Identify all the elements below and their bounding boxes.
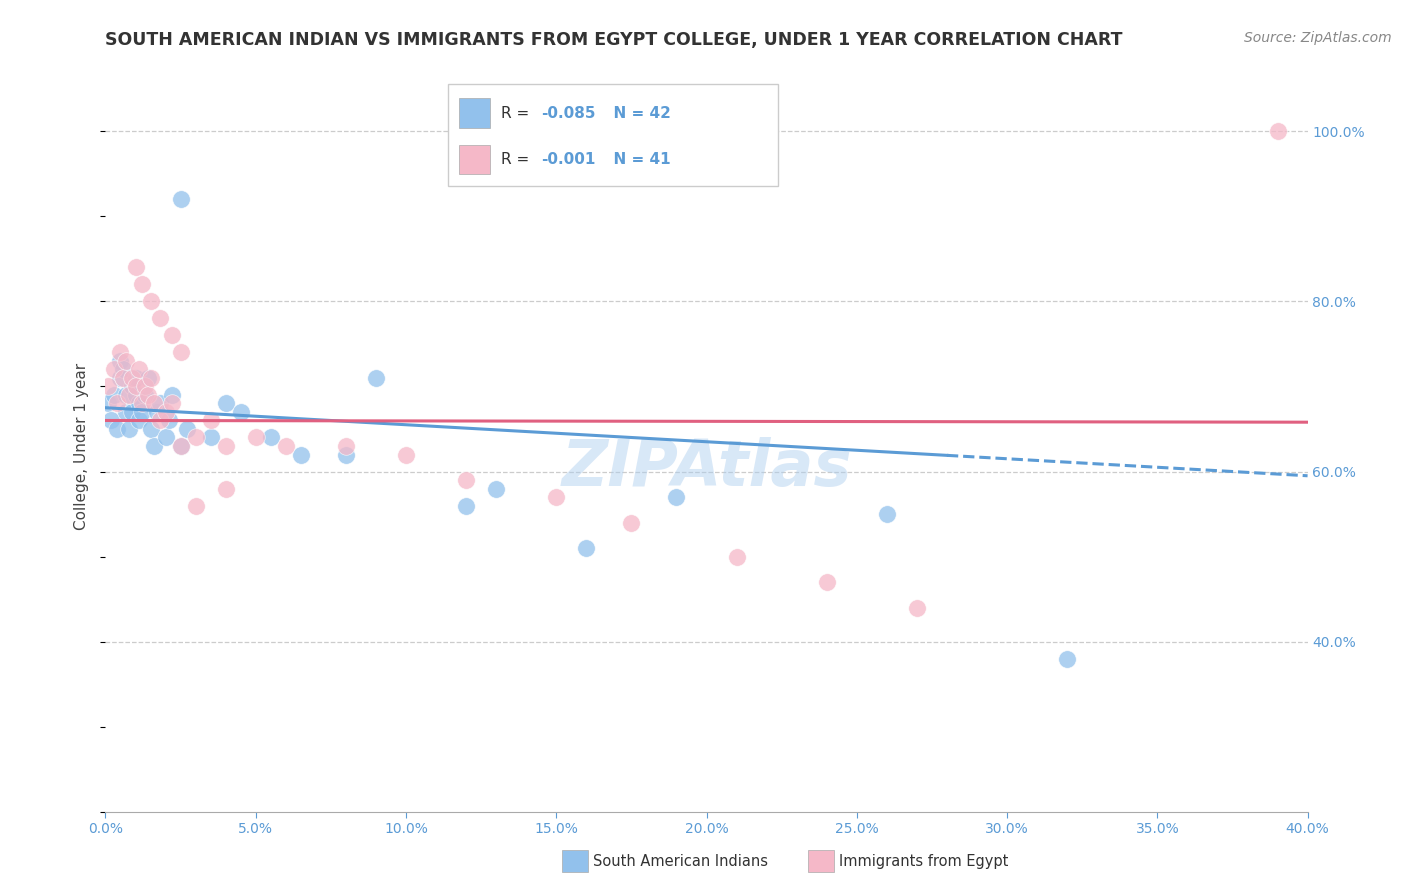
Point [200,430,222,444]
Point [157,413,180,427]
Point [815,575,838,590]
Point [546,490,568,504]
Point [136,388,159,402]
Point [665,490,688,504]
Point [335,448,357,462]
Point [118,422,141,436]
Point [145,405,167,419]
Point [97,379,120,393]
Point [131,277,153,292]
Point [115,354,138,368]
Point [214,439,236,453]
Text: Immigrants from Egypt: Immigrants from Egypt [839,854,1008,869]
Text: R =: R = [502,152,534,167]
Point [148,413,170,427]
Point [112,362,135,376]
Point [139,294,162,309]
Point [260,430,283,444]
Point [121,405,143,419]
Point [169,439,191,453]
Point [160,396,183,410]
Point [128,362,150,376]
Point [121,371,143,385]
Point [142,396,165,410]
Text: ZIPAtlas: ZIPAtlas [561,437,852,499]
Point [335,439,357,453]
Point [575,541,598,555]
Point [118,388,141,402]
Point [169,345,191,359]
Text: N = 42: N = 42 [603,105,671,120]
Point [160,328,183,343]
Text: -0.085: -0.085 [541,105,595,120]
Point [112,371,135,385]
Point [128,396,150,410]
Text: Source: ZipAtlas.com: Source: ZipAtlas.com [1244,31,1392,45]
Point [229,405,252,419]
Point [184,499,207,513]
Point [290,448,312,462]
Point [136,371,159,385]
Point [155,405,177,419]
Point [121,379,143,393]
Point [134,388,156,402]
Point [148,311,170,326]
Point [184,430,207,444]
Point [142,439,165,453]
Point [103,388,125,402]
Point [214,396,236,410]
Point [200,413,222,427]
Point [124,388,146,402]
Point [107,396,129,410]
Point [128,413,150,427]
Point [131,396,153,410]
Point [274,439,297,453]
Text: South American Indians: South American Indians [593,854,768,869]
Point [214,482,236,496]
Point [115,405,138,419]
Point [1056,651,1078,665]
Point [364,371,387,385]
Point [115,388,138,402]
Point [725,549,748,564]
Point [169,439,191,453]
Point [905,600,928,615]
Point [160,388,183,402]
Point [245,430,267,444]
Text: SOUTH AMERICAN INDIAN VS IMMIGRANTS FROM EGYPT COLLEGE, UNDER 1 YEAR CORRELATION: SOUTH AMERICAN INDIAN VS IMMIGRANTS FROM… [105,31,1123,49]
Point [124,379,146,393]
Point [139,371,162,385]
Point [454,499,477,513]
Point [110,354,132,368]
Point [100,413,122,427]
Point [1267,124,1289,138]
Y-axis label: College, Under 1 year: College, Under 1 year [75,362,90,530]
Text: N = 41: N = 41 [603,152,671,167]
Point [131,405,153,419]
Point [124,371,146,385]
Point [395,448,418,462]
Point [124,260,146,275]
Point [148,396,170,410]
Point [110,345,132,359]
Point [454,473,477,487]
Point [107,422,129,436]
Point [620,516,643,530]
Point [485,482,508,496]
Point [169,192,191,206]
Point [134,379,156,393]
Point [876,507,898,521]
Point [103,362,125,376]
Point [155,430,177,444]
Text: R =: R = [502,105,534,120]
Point [110,371,132,385]
Point [176,422,198,436]
Point [97,396,120,410]
Point [139,422,162,436]
Text: -0.001: -0.001 [541,152,595,167]
